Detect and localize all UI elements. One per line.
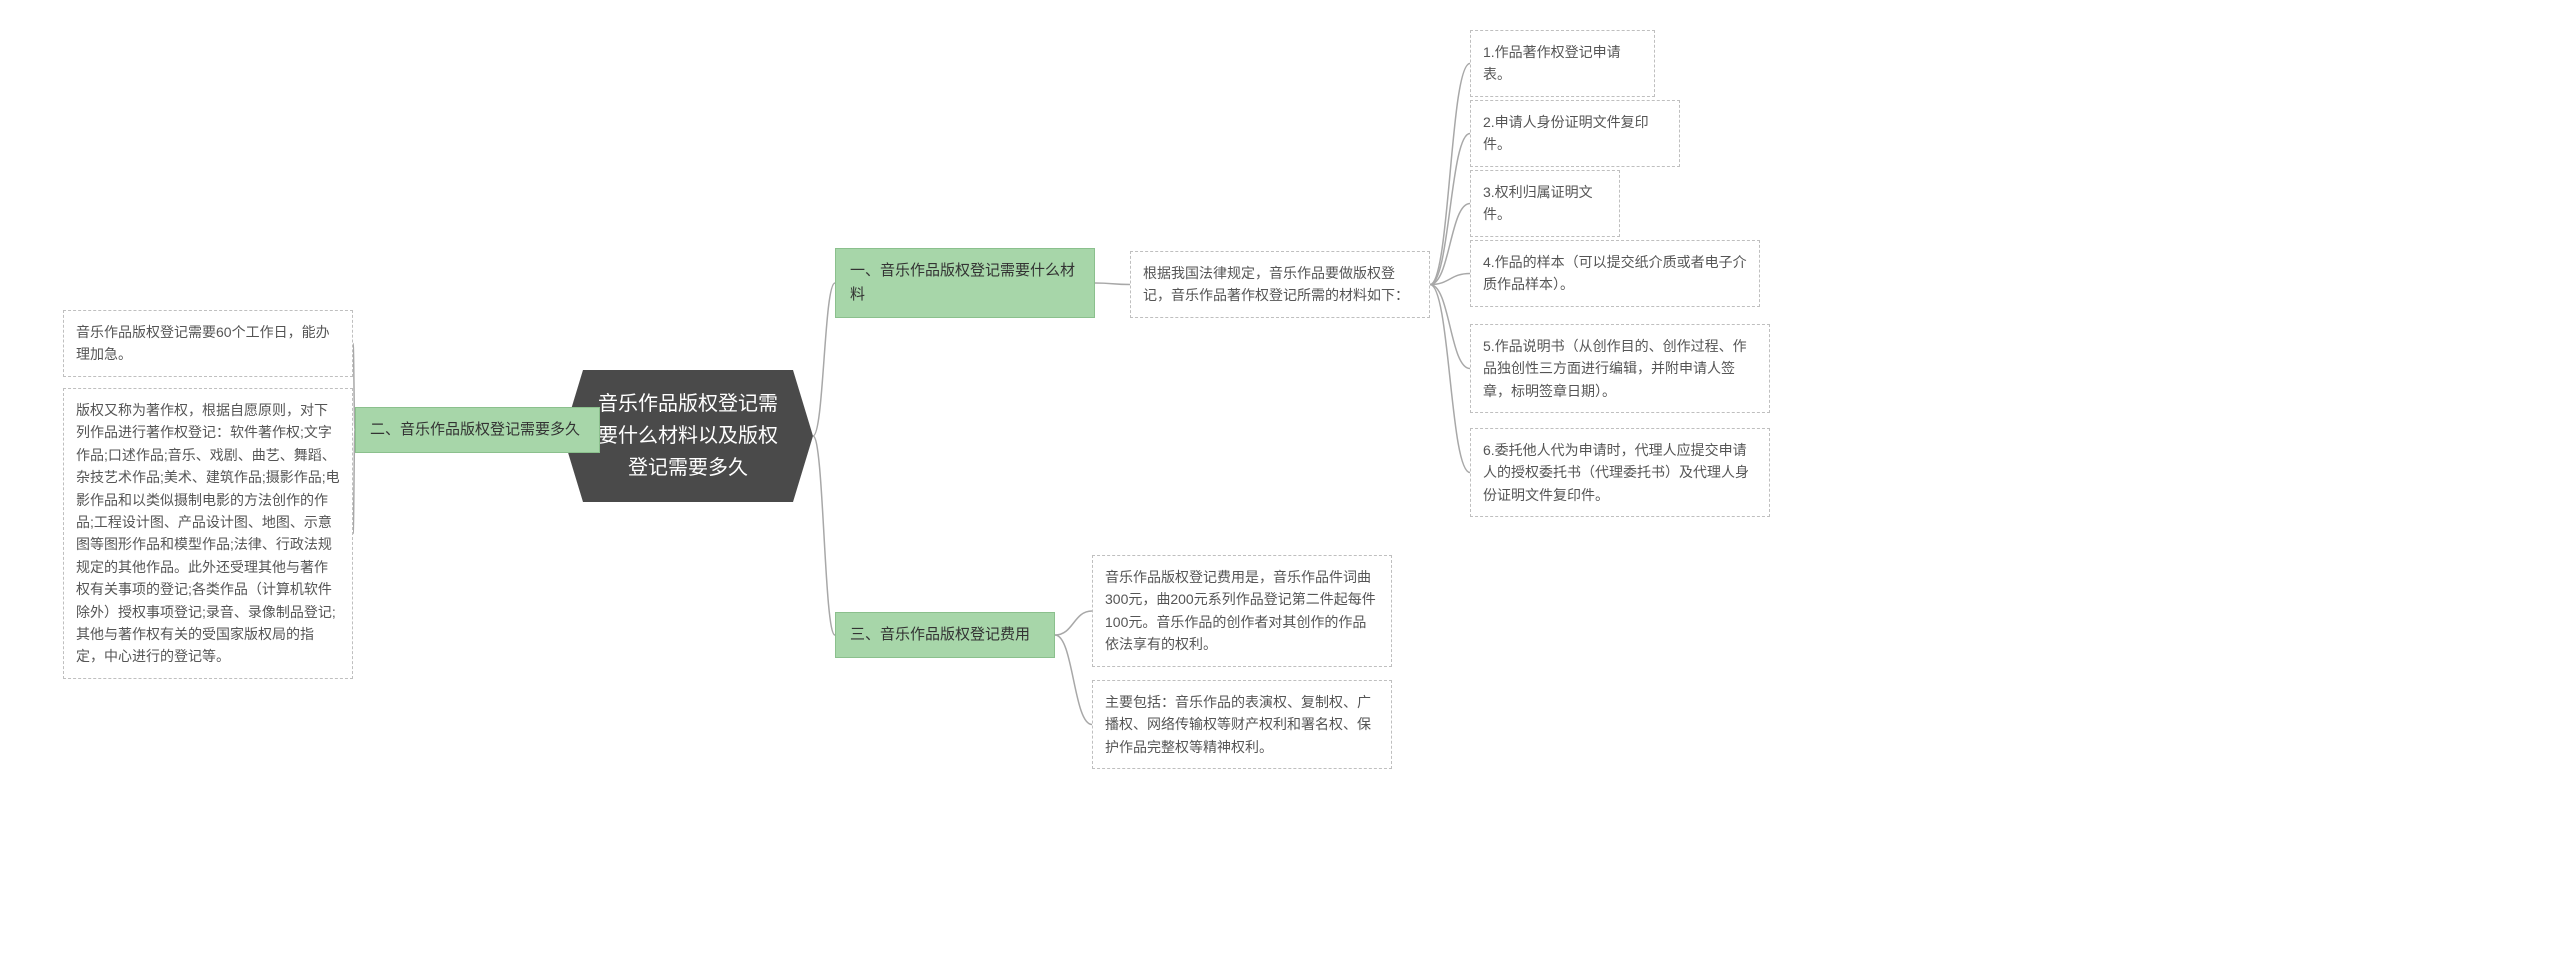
connector-layer: [0, 0, 2560, 979]
branch-1: 一、音乐作品版权登记需要什么材料: [835, 248, 1095, 318]
b1-item-2: 2.申请人身份证明文件复印件。: [1470, 100, 1680, 167]
b1-item-6: 6.委托他人代为申请时，代理人应提交申请人的授权委托书（代理委托书）及代理人身份…: [1470, 428, 1770, 517]
b3-item-2: 主要包括：音乐作品的表演权、复制权、广播权、网络传输权等财产权利和署名权、保护作…: [1092, 680, 1392, 769]
b2-item-2: 版权又称为著作权，根据自愿原则，对下列作品进行著作权登记：软件著作权;文字作品;…: [63, 388, 353, 679]
branch-3: 三、音乐作品版权登记费用: [835, 612, 1055, 658]
b2-item-1: 音乐作品版权登记需要60个工作日，能办理加急。: [63, 310, 353, 377]
root-node: 音乐作品版权登记需要什么材料以及版权登记需要多久: [563, 370, 813, 502]
b3-item-1: 音乐作品版权登记费用是，音乐作品件词曲300元，曲200元系列作品登记第二件起每…: [1092, 555, 1392, 667]
b1-item-4: 4.作品的样本（可以提交纸介质或者电子介质作品样本）。: [1470, 240, 1760, 307]
branch-2: 二、音乐作品版权登记需要多久: [355, 407, 600, 453]
b1-intro: 根据我国法律规定，音乐作品要做版权登记，音乐作品著作权登记所需的材料如下：: [1130, 251, 1430, 318]
b1-item-5: 5.作品说明书（从创作目的、创作过程、作品独创性三方面进行编辑，并附申请人签章，…: [1470, 324, 1770, 413]
b1-item-1: 1.作品著作权登记申请表。: [1470, 30, 1655, 97]
b1-item-3: 3.权利归属证明文件。: [1470, 170, 1620, 237]
